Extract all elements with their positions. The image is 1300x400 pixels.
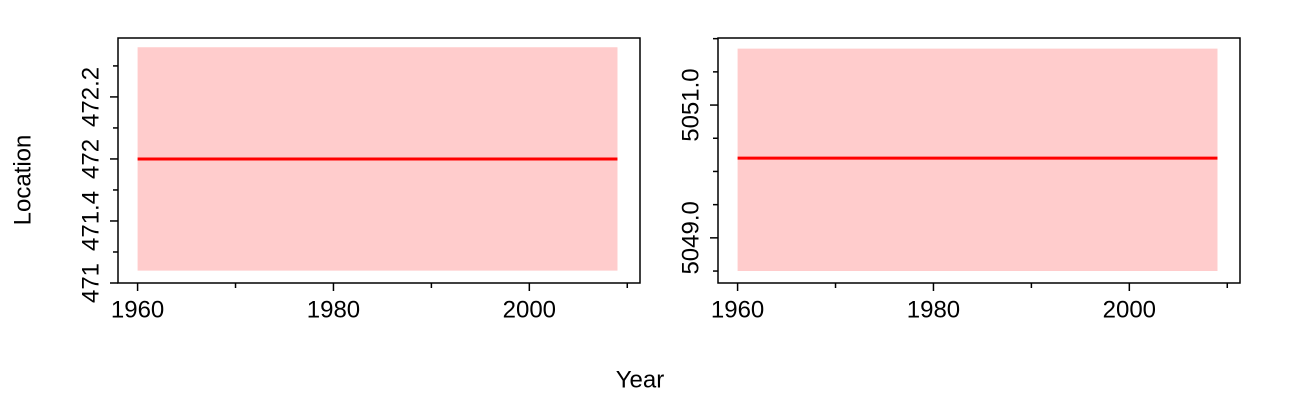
x-tick-label: 1980 [907, 296, 960, 323]
x-tick-label: 1980 [307, 296, 360, 323]
x-tick-label: 2000 [1103, 296, 1156, 323]
y-tick-label: 471 [77, 263, 104, 303]
plot-frame [117, 37, 641, 284]
plot-frame [717, 37, 1241, 284]
y-axis-label: Location [9, 135, 36, 226]
x-tick-label: 1960 [711, 296, 764, 323]
y-tick-label: 472.2 [77, 67, 104, 127]
y-tick-label: 5049.0 [677, 201, 704, 274]
x-axis-label: Year [616, 366, 665, 393]
x-tick-label: 1960 [111, 296, 164, 323]
y-tick-label: 472 [77, 139, 104, 179]
confidence-band [737, 48, 1218, 272]
y-tick-label: 471.4 [77, 191, 104, 251]
y-tick-label: 5051.0 [677, 68, 704, 141]
x-tick-label: 2000 [503, 296, 556, 323]
